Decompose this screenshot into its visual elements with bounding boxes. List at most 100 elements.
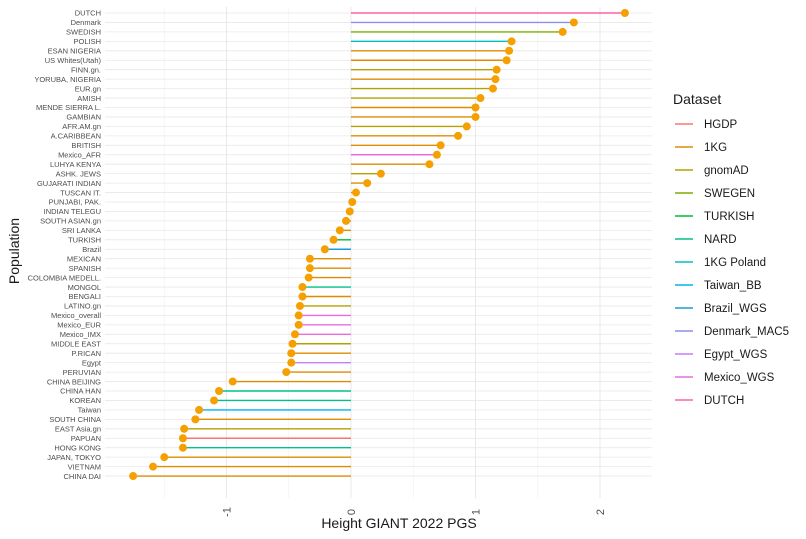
lollipop-stems	[133, 12, 625, 477]
lollipop-point	[436, 141, 445, 150]
lollipop-point	[288, 339, 297, 348]
y-tick-label: Egypt	[82, 358, 102, 367]
lollipop-point	[363, 179, 372, 188]
legend-label: Taiwan_BB	[704, 280, 762, 292]
y-tick-label: A.CARIBBEAN	[51, 132, 101, 141]
y-tick-label: EUR.gn	[75, 84, 101, 93]
lollipop-point	[228, 377, 237, 386]
lollipop-point	[425, 160, 434, 169]
lollipop-point	[432, 150, 441, 159]
lollipop-point	[471, 103, 480, 112]
y-tick-label: Taiwan	[78, 406, 101, 415]
lollipop-point	[491, 75, 500, 84]
y-tick-label: AMISH	[77, 94, 101, 103]
y-tick-label: PUNJABI, PAK.	[49, 198, 101, 207]
lollipop-point	[476, 94, 485, 103]
lollipop-point	[290, 330, 299, 339]
lollipop-point	[195, 405, 204, 414]
y-tick-label: P.RICAN	[72, 349, 101, 358]
y-tick-label: US Whites(Utah)	[45, 56, 102, 65]
y-tick-label: Denmark	[71, 18, 102, 27]
y-tick-label: TURKISH	[68, 236, 101, 245]
y-tick-label: CHINA BEIJING	[47, 377, 101, 386]
lollipop-point	[294, 311, 303, 320]
lollipop-point	[215, 387, 224, 395]
y-tick-label: EAST Asia.gn	[55, 425, 101, 434]
lollipop-point	[305, 264, 314, 273]
legend-label: Brazil_WGS	[704, 303, 767, 315]
y-tick-label: MENDE SIERRA L.	[36, 103, 101, 112]
y-tick-label: MEXICAN	[67, 254, 101, 263]
y-tick-label: PAPUAN	[71, 434, 101, 443]
y-tick-label: TUSCAN IT.	[60, 188, 101, 197]
lollipop-point	[298, 283, 307, 292]
y-tick-label: LUHYA KENYA	[50, 160, 101, 169]
legend-label: SWEGEN	[704, 188, 755, 200]
legend-label: gnomAD	[704, 165, 749, 177]
y-tick-label: JAPAN, TOKYO	[47, 453, 101, 462]
y-tick-label: HONG KONG	[54, 443, 101, 452]
lollipop-point	[282, 368, 291, 377]
lollipop-point	[342, 216, 351, 225]
y-tick-label: SOUTH CHINA	[49, 415, 101, 424]
lollipop-point	[345, 207, 354, 216]
y-tick-label: CHINA HAN	[60, 387, 101, 396]
legend-label: 1KG Poland	[704, 257, 766, 269]
lollipop-point	[178, 434, 187, 443]
lollipop-point	[471, 112, 480, 121]
lollipop-point	[492, 65, 501, 74]
x-tick-label: 2	[595, 509, 607, 515]
lollipop-point	[295, 301, 304, 310]
y-tick-label: YORUBA, NIGERIA	[34, 75, 101, 84]
lollipop-point	[488, 84, 497, 93]
x-tick-label: -1	[222, 507, 234, 517]
legend-label: Denmark_MAC5	[704, 326, 789, 338]
lollipop-point	[178, 443, 187, 452]
y-axis-title: Population	[6, 218, 22, 284]
y-tick-label: DUTCH	[75, 9, 101, 18]
lollipop-point	[502, 56, 511, 65]
lollipop-point	[329, 235, 338, 244]
lollipop-point	[305, 254, 314, 263]
y-tick-label: MIDDLE EAST	[51, 339, 101, 348]
y-tick-label: ESAN NIGERIA	[48, 47, 101, 56]
y-tick-label: Brazil	[82, 245, 101, 254]
y-tick-label: FINN.gn.	[71, 65, 101, 74]
lollipop-point	[335, 226, 344, 235]
lollipop-point	[462, 122, 471, 131]
legend-label: HGDP	[704, 119, 738, 131]
y-tick-label: Mexico_AFR	[58, 150, 102, 159]
y-tick-label: Mexico_EUR	[57, 321, 101, 330]
lollipop-point	[620, 9, 629, 17]
legend-label: DUTCH	[704, 395, 744, 407]
y-tick-label: LATINO.gn	[64, 302, 101, 311]
y-tick-label: SOUTH ASIAN.gn	[40, 217, 101, 226]
grid	[105, 7, 652, 498]
legend-label: Mexico_WGS	[704, 372, 775, 384]
lollipop-point	[294, 320, 303, 329]
y-tick-label: SRI LANKA	[62, 226, 101, 235]
legend-label: TURKISH	[704, 211, 754, 223]
legend-label: NARD	[704, 234, 737, 246]
lollipop-point	[129, 472, 138, 481]
lollipop-point	[351, 188, 360, 197]
y-tick-label: Mexico_overall	[51, 311, 101, 320]
y-tick-label: GUJARATI INDIAN	[37, 179, 101, 188]
y-tick-label: KOREAN	[69, 396, 101, 405]
lollipop-point	[298, 292, 307, 301]
x-axis-title: Height GIANT 2022 PGS	[321, 515, 476, 531]
lollipop-point	[304, 273, 313, 282]
y-tick-label: ASHK. JEWS	[56, 169, 101, 178]
lollipop-point	[376, 169, 385, 178]
lollipop-point	[180, 424, 189, 433]
legend-label: Egypt_WGS	[704, 349, 768, 361]
y-tick-label: MONGOL	[68, 283, 101, 292]
y-tick-label: BENGALI	[68, 292, 101, 301]
lollipop-point	[191, 415, 200, 424]
lollipop-point	[454, 131, 463, 140]
lollipop-point	[287, 349, 296, 358]
y-tick-label: VIETNAM	[68, 462, 101, 471]
y-tick-label: BRITISH	[71, 141, 101, 150]
